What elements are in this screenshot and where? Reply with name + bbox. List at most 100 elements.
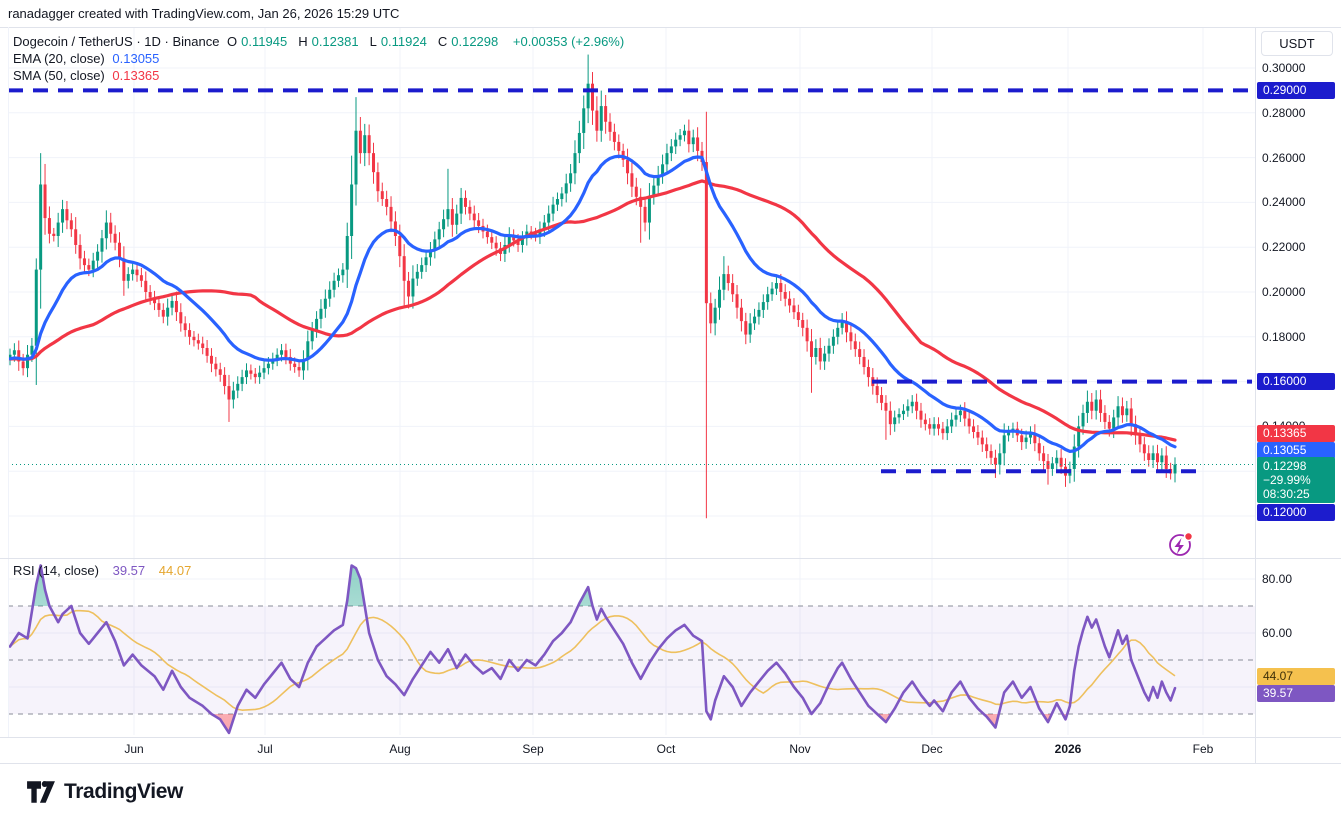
candle-body [792, 305, 796, 313]
currency-toggle-button[interactable]: USDT [1261, 31, 1333, 56]
candle-body [972, 426, 976, 432]
candle-body [1002, 435, 1006, 454]
candle-body [157, 303, 161, 310]
candle-body [319, 308, 323, 319]
candle-body [866, 367, 870, 378]
ema-legend[interactable]: EMA (20, close) 0.13055 [13, 51, 163, 66]
candle-body [805, 327, 809, 342]
candle-body [626, 159, 630, 174]
candle-body [1107, 421, 1111, 429]
candle-body [726, 274, 730, 284]
candle-body [12, 350, 16, 355]
candle-body [65, 209, 69, 221]
candle-body [766, 294, 770, 303]
candle-body [783, 292, 787, 299]
candle-body [779, 283, 783, 292]
candle-body [1160, 455, 1164, 463]
candle-body [893, 417, 897, 425]
symbol-price-badge: 0.12298 −29.99% 08:30:25 [1257, 457, 1335, 503]
candle-body [691, 137, 695, 145]
chart-canvas[interactable] [0, 0, 1341, 765]
tradingview-logo[interactable]: TradingView [26, 779, 183, 805]
candle-body [122, 258, 126, 281]
candle-body [420, 265, 424, 272]
rsi-tick: 80.00 [1262, 572, 1293, 586]
candle-body [617, 141, 621, 151]
candle-body [258, 372, 262, 378]
rsi-legend[interactable]: RSI (14, close) 39.57 44.07 [13, 563, 195, 578]
time-label-aug: Aug [389, 742, 411, 756]
candle-body [69, 220, 73, 230]
candle-body [608, 121, 612, 132]
time-label-feb: Feb [1192, 742, 1214, 756]
rsi-tick: 60.00 [1262, 626, 1293, 640]
candle-body [78, 244, 82, 259]
candle-body [849, 332, 853, 342]
candle-body [117, 242, 121, 259]
candle-body [104, 222, 108, 239]
price-tick: 0.22000 [1262, 240, 1306, 255]
candle-body [936, 424, 940, 429]
candle-body [284, 350, 288, 357]
candle-body [696, 137, 700, 151]
candle-body [678, 135, 682, 140]
candle-body [1134, 424, 1138, 436]
candle-body [735, 294, 739, 308]
candle-body [192, 336, 196, 341]
sma-legend[interactable]: SMA (50, close) 0.13365 [13, 68, 163, 83]
candle-body [674, 139, 678, 147]
candle-body [744, 321, 748, 335]
symbol-badge-countdown: 08:30:25 [1263, 487, 1310, 501]
candle-body [687, 130, 691, 145]
candle-body [297, 367, 301, 371]
candle-body [976, 432, 980, 438]
candle-body [196, 340, 200, 344]
candle-body [174, 300, 178, 313]
candle-body [980, 437, 984, 445]
candle-body [538, 229, 542, 236]
candle-body [139, 275, 143, 281]
candle-body [363, 135, 367, 154]
candle-body [639, 196, 643, 207]
sma-label: SMA (50, close) [13, 68, 105, 83]
flash-ideas-icon[interactable] [1169, 531, 1194, 556]
candle-body [569, 173, 573, 184]
candle-body [1120, 406, 1124, 416]
candle-body [897, 414, 901, 418]
candle-body [928, 424, 932, 429]
candle-body [306, 341, 310, 360]
candle-body [682, 130, 686, 136]
candle-body [1103, 412, 1107, 422]
candle-body [477, 220, 481, 226]
candle-body [218, 369, 222, 375]
candle-body [998, 453, 1002, 465]
candle-body [442, 219, 446, 230]
candle-body [656, 175, 660, 186]
price-tick: 0.18000 [1262, 329, 1306, 344]
candle-body [923, 419, 927, 425]
candle-body [1077, 426, 1081, 447]
candle-body [915, 401, 919, 411]
candle-body [801, 320, 805, 328]
candle-body [380, 191, 384, 200]
candle-body [661, 164, 665, 176]
candle-body [428, 249, 432, 258]
price-tick: 0.24000 [1262, 195, 1306, 210]
candle-body [1138, 435, 1142, 445]
candle-body [1147, 453, 1151, 460]
candle-body [818, 348, 822, 362]
candle-body [485, 231, 489, 238]
candle-body [555, 199, 559, 205]
tradingview-logo-text: TradingView [64, 780, 183, 803]
candle-body [901, 410, 905, 415]
candle-body [328, 289, 332, 299]
candle-body [827, 345, 831, 354]
candle-body [748, 323, 752, 335]
candle-body [967, 418, 971, 427]
candle-body [1033, 433, 1037, 444]
candle-body [704, 162, 708, 304]
candle-body [831, 336, 835, 346]
candle-body [888, 410, 892, 425]
candle-body [402, 256, 406, 281]
candle-body [367, 135, 371, 154]
